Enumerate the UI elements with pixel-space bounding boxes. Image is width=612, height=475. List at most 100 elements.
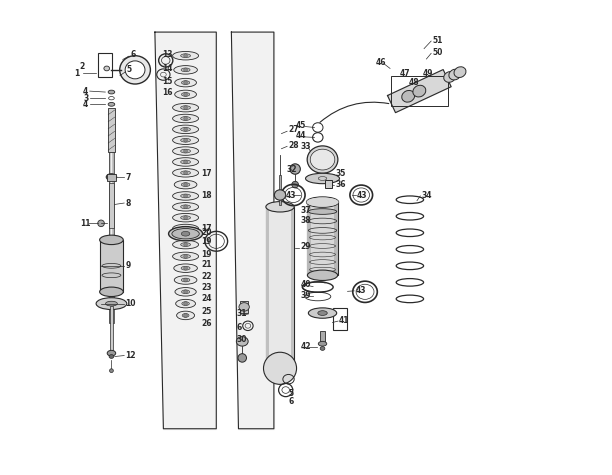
Ellipse shape [174, 264, 198, 273]
Text: 10: 10 [125, 299, 136, 308]
Ellipse shape [444, 72, 456, 82]
FancyArrowPatch shape [320, 102, 389, 123]
Ellipse shape [181, 106, 190, 110]
Ellipse shape [177, 311, 195, 320]
Ellipse shape [239, 303, 249, 311]
Circle shape [184, 93, 187, 96]
Text: 32: 32 [286, 164, 297, 173]
Bar [110, 306, 113, 351]
Circle shape [184, 205, 187, 209]
Polygon shape [387, 69, 451, 113]
Text: 21: 21 [201, 260, 212, 269]
Ellipse shape [181, 194, 190, 198]
Ellipse shape [173, 147, 198, 155]
Ellipse shape [173, 213, 198, 222]
Text: 24: 24 [201, 294, 212, 304]
Text: 13: 13 [162, 50, 173, 59]
Text: 36: 36 [335, 180, 346, 189]
Ellipse shape [174, 276, 197, 284]
Ellipse shape [181, 266, 190, 270]
Ellipse shape [181, 231, 190, 236]
Text: 30: 30 [236, 334, 247, 343]
Polygon shape [231, 32, 274, 429]
Ellipse shape [307, 146, 338, 173]
Polygon shape [155, 32, 216, 429]
Text: 5: 5 [127, 66, 132, 75]
Bar [307, 202, 338, 276]
Text: 22: 22 [201, 272, 212, 281]
Text: 2: 2 [80, 62, 84, 71]
Text: 14: 14 [162, 64, 173, 73]
Ellipse shape [106, 174, 117, 180]
Ellipse shape [173, 136, 198, 144]
Text: 38: 38 [300, 217, 311, 226]
Ellipse shape [108, 90, 114, 94]
Text: 49: 49 [423, 69, 434, 78]
Bar [266, 207, 269, 370]
Circle shape [184, 106, 187, 110]
Circle shape [184, 149, 187, 153]
Bar [333, 308, 347, 330]
Ellipse shape [181, 127, 190, 131]
Text: 45: 45 [296, 121, 306, 130]
Ellipse shape [454, 67, 466, 77]
Text: 17: 17 [201, 169, 212, 178]
Text: 35: 35 [335, 169, 346, 178]
Ellipse shape [320, 347, 325, 351]
Bar [390, 76, 448, 106]
Ellipse shape [104, 66, 110, 71]
Text: 12: 12 [125, 351, 136, 360]
Ellipse shape [100, 287, 123, 296]
Bar [307, 202, 311, 276]
Ellipse shape [238, 354, 247, 362]
Circle shape [98, 220, 105, 227]
Bar [240, 301, 248, 313]
Circle shape [184, 302, 187, 305]
Ellipse shape [100, 235, 123, 245]
Circle shape [184, 216, 187, 219]
Circle shape [184, 171, 187, 175]
Text: 41: 41 [339, 316, 349, 324]
Ellipse shape [274, 190, 286, 200]
Text: 25: 25 [201, 307, 212, 316]
Text: 5: 5 [288, 389, 293, 398]
Text: 8: 8 [125, 199, 131, 208]
Text: 33: 33 [300, 142, 311, 152]
Ellipse shape [308, 308, 337, 318]
Circle shape [184, 81, 187, 85]
Ellipse shape [107, 351, 116, 356]
Circle shape [184, 227, 187, 230]
Bar [109, 183, 114, 228]
Ellipse shape [305, 173, 340, 184]
Ellipse shape [173, 240, 198, 249]
Ellipse shape [181, 81, 190, 85]
Text: 23: 23 [201, 283, 212, 292]
Text: 17: 17 [201, 224, 212, 233]
Circle shape [184, 183, 187, 187]
Text: 3: 3 [83, 94, 88, 103]
Text: 18: 18 [201, 190, 212, 200]
Ellipse shape [181, 68, 190, 72]
Ellipse shape [173, 192, 198, 200]
Text: 6: 6 [130, 50, 136, 59]
Text: 9: 9 [125, 261, 131, 270]
Text: 29: 29 [300, 242, 311, 251]
Ellipse shape [173, 169, 198, 177]
Ellipse shape [264, 352, 297, 384]
Circle shape [184, 68, 187, 72]
Ellipse shape [236, 337, 248, 346]
Bar [108, 108, 114, 152]
Ellipse shape [181, 93, 190, 96]
Ellipse shape [173, 51, 198, 60]
Text: 26: 26 [201, 319, 212, 328]
Ellipse shape [181, 243, 190, 247]
Ellipse shape [181, 116, 190, 120]
Text: 19: 19 [201, 237, 212, 246]
Text: 43: 43 [357, 190, 367, 200]
Text: 51: 51 [433, 36, 443, 45]
Ellipse shape [182, 314, 189, 317]
Circle shape [184, 116, 187, 120]
Bar [278, 175, 282, 205]
Text: 19: 19 [201, 250, 212, 259]
Text: 42: 42 [300, 342, 311, 351]
